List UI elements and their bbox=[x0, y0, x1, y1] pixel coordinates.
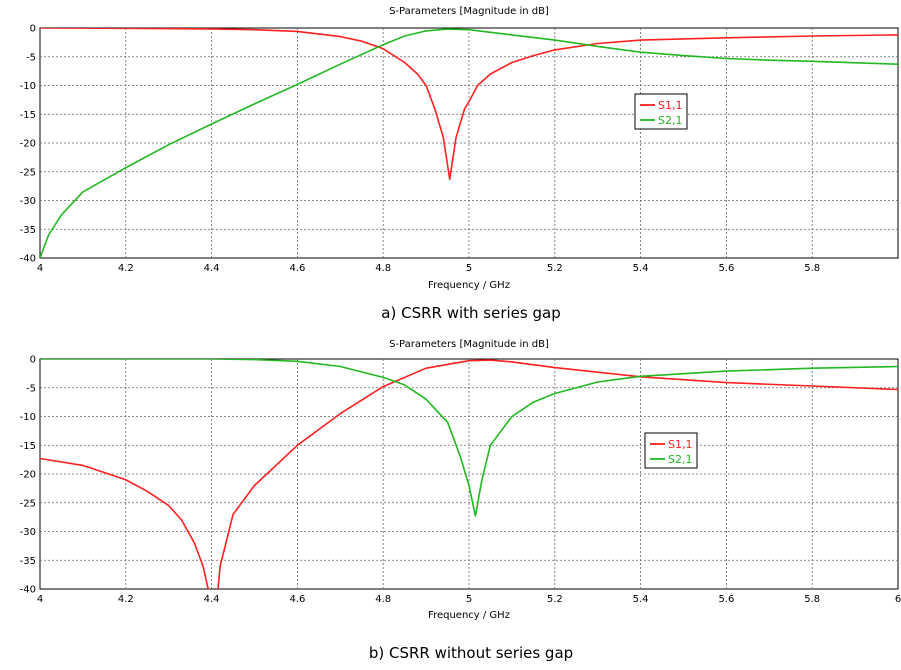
figure-caption: a) CSRR with series gap bbox=[381, 304, 560, 322]
y-tick-label: -40 bbox=[20, 585, 36, 596]
x-tick-label: 5.8 bbox=[804, 263, 820, 274]
y-tick-label: -25 bbox=[20, 167, 36, 178]
y-tick-label: -5 bbox=[26, 383, 36, 394]
x-axis-label: Frequency / GHz bbox=[428, 610, 510, 621]
legend-label: S1,1 bbox=[668, 438, 692, 451]
grid bbox=[40, 28, 898, 258]
x-tick-label: 4 bbox=[37, 263, 43, 274]
x-tick-label: 4.8 bbox=[375, 263, 391, 274]
figure-caption: b) CSRR without series gap bbox=[369, 644, 573, 662]
legend-box bbox=[644, 432, 698, 469]
x-tick-label: 4.4 bbox=[204, 594, 220, 605]
legend-label: S2,1 bbox=[658, 114, 682, 127]
x-tick-label: 5.2 bbox=[547, 594, 563, 605]
x-tick-label: 5.4 bbox=[633, 594, 649, 605]
x-tick-label: 4.2 bbox=[118, 263, 134, 274]
chart-panel-a: S-Parameters [Magnitude in dB] Frequency… bbox=[20, 6, 899, 322]
series-line-S2-1 bbox=[40, 359, 898, 517]
y-tick-label: -15 bbox=[20, 110, 36, 121]
y-tick-label: -10 bbox=[20, 81, 36, 92]
x-tick-label: 5.4 bbox=[633, 263, 649, 274]
chart-title: S-Parameters [Magnitude in dB] bbox=[389, 339, 549, 350]
grid bbox=[40, 359, 898, 589]
x-axis-label: Frequency / GHz bbox=[428, 280, 510, 291]
y-tick-label: 0 bbox=[30, 355, 36, 366]
y-tick-label: -35 bbox=[20, 556, 36, 567]
x-tick-label: 4.8 bbox=[375, 594, 391, 605]
legend-label: S2,1 bbox=[668, 453, 692, 466]
y-tick-label: -30 bbox=[20, 196, 36, 207]
x-tick-label: 6 bbox=[895, 594, 901, 605]
x-tick-label: 4.2 bbox=[118, 594, 134, 605]
series-line-S1-1 bbox=[40, 359, 898, 589]
y-tick-label: -15 bbox=[20, 441, 36, 452]
y-tick-label: -40 bbox=[20, 254, 36, 265]
x-tick-label: 5.6 bbox=[718, 594, 734, 605]
x-tick-label: 5 bbox=[466, 594, 472, 605]
x-tick-label: 5.2 bbox=[547, 263, 563, 274]
x-tick-label: 5 bbox=[466, 263, 472, 274]
chart-title: S-Parameters [Magnitude in dB] bbox=[389, 6, 549, 17]
x-tick-label: 4.6 bbox=[289, 594, 305, 605]
series-line-S1-1 bbox=[40, 28, 898, 180]
legend: S1,1 S2,1 bbox=[634, 93, 688, 130]
x-tick-label: 4.4 bbox=[204, 263, 220, 274]
legend-label: S1,1 bbox=[658, 99, 682, 112]
y-tick-label: -5 bbox=[26, 52, 36, 63]
y-tick-label: -30 bbox=[20, 527, 36, 538]
legend: S1,1 S2,1 bbox=[644, 432, 698, 469]
y-tick-label: -20 bbox=[20, 470, 36, 481]
legend-box bbox=[634, 93, 688, 130]
x-tick-label: 4.6 bbox=[289, 263, 305, 274]
y-tick-label: -25 bbox=[20, 498, 36, 509]
series-line-S2-1 bbox=[40, 28, 898, 258]
y-tick-label: -10 bbox=[20, 412, 36, 423]
y-tick-label: 0 bbox=[30, 24, 36, 35]
y-tick-label: -35 bbox=[20, 225, 36, 236]
chart-panel-b: S-Parameters [Magnitude in dB] Frequency… bbox=[20, 339, 901, 662]
y-tick-label: -20 bbox=[20, 139, 36, 150]
x-tick-label: 5.8 bbox=[804, 594, 820, 605]
x-tick-label: 5.6 bbox=[718, 263, 734, 274]
x-tick-label: 4 bbox=[37, 594, 43, 605]
